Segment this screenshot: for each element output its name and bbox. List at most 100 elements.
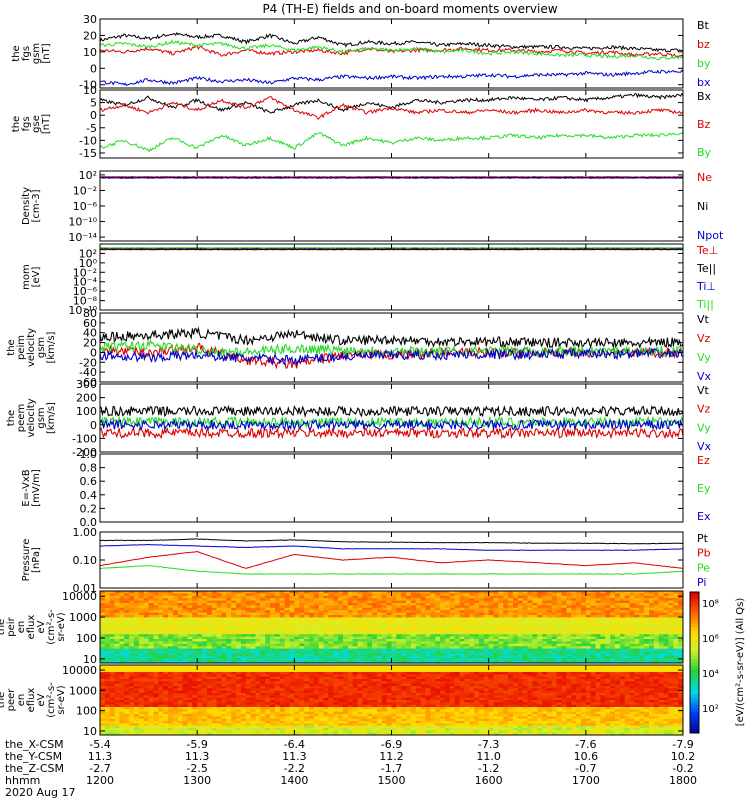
heatmap-cell: [221, 629, 227, 633]
heatmap-cell: [561, 655, 567, 659]
heatmap-cell: [338, 641, 344, 645]
heatmap-cell: [148, 610, 154, 613]
heatmap-cell: [129, 676, 135, 680]
heatmap-cell: [255, 615, 261, 618]
heatmap-cell: [629, 646, 635, 649]
heatmap-cell: [430, 624, 436, 628]
heatmap-cell: [376, 610, 383, 613]
heatmap-cell: [478, 607, 485, 611]
heatmap-cell: [381, 672, 388, 675]
heatmap-cell: [289, 646, 295, 649]
heatmap-cell: [440, 641, 446, 645]
heatmap-cell: [318, 648, 324, 652]
heatmap-cell: [168, 612, 174, 616]
heatmap-cell: [527, 639, 533, 642]
heatmap-cell: [129, 600, 135, 604]
ylabel-line: en: [16, 621, 27, 634]
heatmap-cell: [678, 681, 684, 685]
heatmap-cell: [153, 617, 159, 621]
heatmap-cell: [313, 683, 320, 687]
heatmap-cell: [338, 629, 344, 633]
heatmap-cell: [129, 591, 135, 594]
heatmap-cell: [338, 617, 344, 621]
heatmap-cell: [328, 591, 334, 594]
heatmap-cell: [508, 651, 514, 654]
heatmap-cell: [172, 683, 179, 687]
heatmap-cell: [673, 674, 679, 678]
heatmap-cell: [192, 629, 198, 633]
heatmap-cell: [158, 641, 164, 645]
heatmap-cell: [250, 631, 256, 635]
heatmap-cell: [644, 631, 650, 635]
heatmap-cell: [483, 660, 490, 664]
heatmap-cell: [571, 660, 577, 664]
heatmap-cell: [449, 593, 456, 597]
heatmap-cell: [211, 655, 217, 659]
heatmap-cell: [571, 600, 577, 604]
heatmap-cell: [551, 605, 558, 609]
heatmap-cell: [143, 629, 149, 633]
heatmap-cell: [435, 669, 441, 673]
ytick-label: 300: [76, 378, 97, 391]
heatmap-cell: [372, 591, 378, 594]
heatmap-cell: [163, 617, 169, 621]
heatmap-cell: [265, 615, 271, 618]
heatmap-cell: [658, 595, 664, 599]
heatmap-cell: [245, 676, 252, 680]
heatmap-cell: [435, 679, 441, 682]
heatmap-cell: [605, 634, 611, 637]
heatmap-cell: [168, 595, 174, 599]
heatmap-cell: [420, 667, 426, 671]
heatmap-cell: [449, 643, 456, 647]
heatmap-cell: [274, 622, 281, 625]
heatmap-cell: [440, 612, 446, 616]
heatmap-cell: [648, 646, 655, 649]
heatmap-cell: [304, 624, 310, 628]
ytick-label: 10⁻²: [73, 266, 97, 279]
heatmap-cell: [566, 624, 572, 628]
heatmap-cell: [546, 641, 553, 645]
heatmap-cell: [459, 624, 465, 628]
heatmap-cell: [177, 603, 183, 606]
heatmap-cell: [493, 639, 499, 642]
heatmap-cell: [430, 660, 436, 664]
heatmap-cell: [440, 622, 446, 625]
heatmap-cell: [474, 634, 480, 637]
heatmap-cell: [571, 641, 577, 645]
heatmap-cell: [328, 595, 334, 599]
heatmap-cell: [299, 676, 305, 680]
heatmap-cell: [498, 605, 504, 609]
heatmap-cell: [323, 627, 329, 630]
heatmap-cell: [270, 683, 276, 687]
heatmap-cell: [274, 600, 281, 604]
heatmap-cell: [372, 674, 378, 678]
heatmap-cell: [658, 617, 664, 621]
heatmap-cell: [323, 672, 329, 675]
heatmap-cell: [644, 639, 650, 642]
heatmap-cell: [532, 624, 538, 628]
heatmap-cell: [265, 591, 271, 594]
heatmap-cell: [396, 615, 402, 618]
heatmap-cell: [381, 595, 388, 599]
heatmap-cell: [440, 629, 446, 633]
heatmap-cell: [663, 615, 669, 618]
heatmap-cell: [522, 595, 528, 599]
heatmap-cell: [415, 622, 422, 625]
heatmap-cell: [532, 600, 538, 604]
heatmap-cell: [206, 681, 213, 685]
heatmap-cell: [420, 676, 426, 680]
heatmap-cell: [619, 591, 626, 594]
heatmap-cell: [532, 653, 538, 657]
heatmap-cell: [391, 627, 397, 630]
heatmap-cell: [104, 679, 111, 682]
heatmap-cell: [614, 615, 621, 618]
heatmap-cell: [304, 660, 310, 664]
heatmap-cell: [114, 667, 120, 671]
heatmap-cell: [420, 665, 426, 668]
heatmap-cell: [566, 679, 572, 682]
heatmap-cell: [177, 665, 183, 668]
heatmap-cell: [493, 651, 499, 654]
heatmap-cell: [576, 660, 582, 664]
heatmap-cell: [532, 681, 538, 685]
heatmap-cell: [532, 634, 538, 637]
